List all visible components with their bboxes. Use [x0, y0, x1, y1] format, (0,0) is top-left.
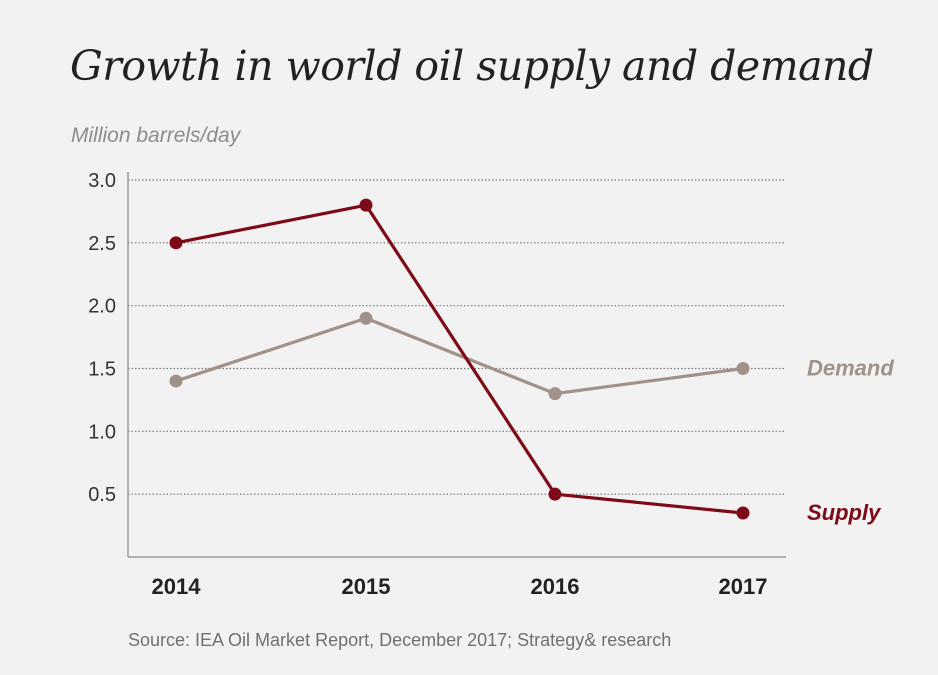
- supply-point: [736, 506, 750, 520]
- chart-title: Growth in world oil supply and demand: [70, 42, 874, 90]
- supply-series-label: Supply: [807, 500, 882, 525]
- x-tick-label: 2015: [342, 574, 391, 599]
- y-tick-label: 0.5: [88, 484, 116, 506]
- demand-point: [736, 362, 750, 375]
- y-tick-label: 1.5: [88, 359, 116, 381]
- source-note: Source: IEA Oil Market Report, December …: [128, 630, 672, 650]
- y-tick-label: 2.0: [88, 296, 116, 318]
- x-tick-label: 2017: [719, 574, 768, 599]
- demand-point: [359, 311, 373, 325]
- supply-point: [548, 487, 562, 501]
- y-axis-unit-label: Million barrels/day: [71, 124, 241, 147]
- x-tick-label: 2014: [152, 574, 202, 599]
- y-tick-label: 3.0: [88, 170, 116, 192]
- supply-line: [175, 203, 744, 515]
- demand-point: [169, 374, 183, 388]
- y-tick-label: 1.0: [88, 421, 116, 443]
- demand-line: [175, 316, 744, 396]
- demand-point: [548, 387, 562, 401]
- y-tick-label: 2.5: [88, 233, 116, 255]
- supply-point: [359, 198, 373, 212]
- demand-series-label: Demand: [807, 356, 894, 381]
- supply-point: [169, 236, 183, 250]
- x-tick-label: 2016: [531, 574, 580, 599]
